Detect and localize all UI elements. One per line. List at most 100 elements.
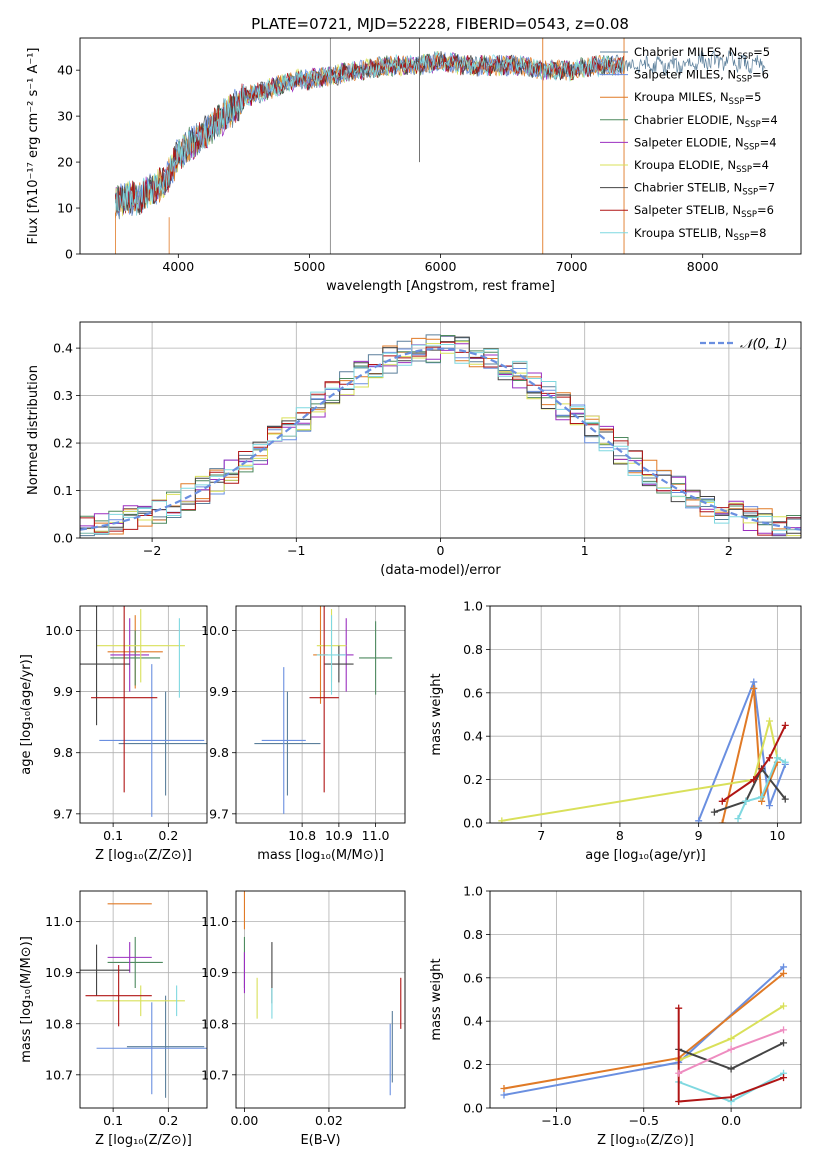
y-axis-label: age [log₁₀(age/yr)] (19, 654, 34, 775)
plot-area-age-vs-Z (80, 606, 207, 817)
x-tick-label: 10.8 (288, 828, 316, 843)
x-tick-label: 5000 (294, 259, 326, 274)
y-tick-label: 9.9 (53, 684, 73, 699)
y-tick-label: 0.3 (53, 388, 73, 403)
y-tick-label: 10.7 (45, 1067, 73, 1082)
axes-frame (489, 605, 802, 824)
y-tick-label: 0.2 (463, 772, 483, 787)
x-axis-label: age [log₁₀(age/yr)] (585, 848, 706, 863)
x-axis-label: Z [log₁₀(Z/Z⊙)] (95, 1133, 192, 1148)
legend-label-sub: SSP (736, 75, 752, 85)
weight-marker (734, 815, 742, 823)
legend-label-suffix: =4 (752, 158, 769, 172)
plot-area-mass-weight-vs-Z (500, 963, 788, 1105)
y-axis-label: mass [log₁₀(M/M⊙)] (19, 936, 34, 1063)
weight-marker (718, 797, 726, 805)
legend-label: Chabrier MILES, NSSP=5 (634, 45, 770, 62)
y-tick-label: 1.0 (463, 884, 483, 899)
legend-label-text: Kroupa ELODIE, N (634, 158, 736, 172)
x-tick-label: 0.02 (315, 1113, 343, 1128)
y-tick-label: 9.8 (209, 745, 229, 760)
y-tick-label: 10.9 (45, 965, 73, 980)
legend-label: Chabrier ELODIE, NSSP=4 (634, 113, 778, 130)
legend-label: Salpeter MILES, NSSP=6 (634, 68, 769, 85)
panel-mass-weight-vs-Z: −1.0 −0.5 0.0 0.0 0.2 0.4 0.6 0.8 1.0 Z [log₁₀(Z/… (429, 884, 802, 1148)
weight-marker (500, 1091, 508, 1099)
legend-label-sub: SSP (736, 165, 752, 175)
weight-marker (727, 1045, 735, 1053)
weight-marker (727, 1065, 735, 1073)
x-tick-label: 10 (769, 828, 785, 843)
weight-marker (500, 1084, 508, 1092)
x-tick-label: 4000 (162, 259, 194, 274)
legend-label-sub: SSP (734, 233, 750, 243)
x-tick-label: −1.0 (541, 1113, 571, 1128)
x-axis-label: Z [log₁₀(Z/Z⊙)] (597, 1133, 694, 1148)
x-tick-label: 6000 (425, 259, 457, 274)
legend-label-sub: SSP (741, 210, 757, 220)
x-axis-label: Z [log₁₀(Z/Z⊙)] (95, 848, 192, 863)
weight-marker (780, 963, 788, 971)
legend-label-text: Chabrier STELIB, N (634, 181, 742, 195)
weight-marker (742, 797, 750, 805)
y-tick-label: 0.1 (53, 483, 73, 498)
legend-label-text: Kroupa MILES, N (634, 90, 729, 104)
x-tick-label: 8000 (687, 259, 719, 274)
legend-label-suffix: =4 (760, 135, 777, 149)
legend-label: Kroupa ELODIE, NSSP=4 (634, 158, 769, 175)
x-tick-label: 0.1 (103, 828, 123, 843)
axes-frame (79, 37, 802, 255)
x-tick-label: 9 (695, 828, 703, 843)
weight-marker (780, 969, 788, 977)
weight-marker (498, 817, 506, 823)
y-tick-label: 0.4 (463, 1014, 483, 1029)
y-tick-label: 0 (65, 247, 73, 262)
y-tick-label: 10.8 (45, 1016, 73, 1031)
weight-marker (773, 754, 781, 762)
weight-marker (780, 1074, 788, 1082)
plot-area-residual-histogram (80, 334, 801, 537)
legend-label: Kroupa MILES, NSSP=5 (634, 90, 761, 107)
y-axis-label: mass weight (429, 673, 444, 755)
normal-legend-label: 𝒩(0, 1) (740, 337, 787, 352)
weight-marker (750, 678, 758, 686)
x-tick-label: 8 (616, 828, 624, 843)
x-tick-label: 1 (581, 543, 589, 558)
y-axis-label: Flux [fλ10⁻¹⁷ erg cm⁻² s⁻¹ A⁻¹] (26, 48, 41, 245)
y-tick-label: 10.8 (201, 1016, 229, 1031)
y-tick-label: 10.9 (201, 965, 229, 980)
weight-marker (780, 1002, 788, 1010)
y-tick-label: 9.8 (53, 745, 73, 760)
weight-marker (750, 684, 758, 692)
legend-label-sub: SSP (737, 52, 753, 62)
y-axis-label: Normed distribution (26, 365, 41, 495)
axes-frame (489, 890, 802, 1109)
x-tick-label: 0.00 (231, 1113, 259, 1128)
y-tick-label: 0.2 (463, 1057, 483, 1072)
y-tick-label: 10 (57, 201, 73, 216)
legend-label-suffix: =7 (758, 181, 775, 195)
panel-residual-histogram: −2 −1 0 1 2 0.0 0.1 0.2 0.3 0.4 (data-model)/error… (26, 321, 802, 578)
plot-area-mass-weight-vs-age (498, 678, 789, 823)
weight-marker (780, 1039, 788, 1047)
normal-curve (80, 347, 801, 531)
y-tick-label: 9.7 (53, 806, 73, 821)
legend-label-text: Kroupa STELIB, N (634, 226, 734, 240)
y-tick-label: 30 (57, 109, 73, 124)
weight-marker (781, 758, 789, 766)
y-tick-label: 11.0 (201, 914, 229, 929)
legend-label-text: Chabrier ELODIE, N (634, 113, 745, 127)
axes-frame (235, 890, 406, 1109)
legend-label-suffix: =5 (753, 45, 770, 59)
weight-marker (710, 808, 718, 816)
y-tick-label: 10.7 (201, 1067, 229, 1082)
axes-frame (79, 321, 802, 539)
weight-marker (750, 776, 758, 784)
weight-marker (675, 1004, 683, 1012)
x-axis-label: mass [log₁₀(M/M⊙)] (257, 848, 384, 863)
x-tick-label: 0.2 (158, 828, 178, 843)
y-tick-label: 0.2 (53, 436, 73, 451)
weight-marker (727, 1093, 735, 1101)
panel-age-vs-Z: 0.1 0.2 9.7 9.8 9.9 10.0 Z [log₁₀(Z/Z⊙)] age [l… (19, 605, 208, 863)
